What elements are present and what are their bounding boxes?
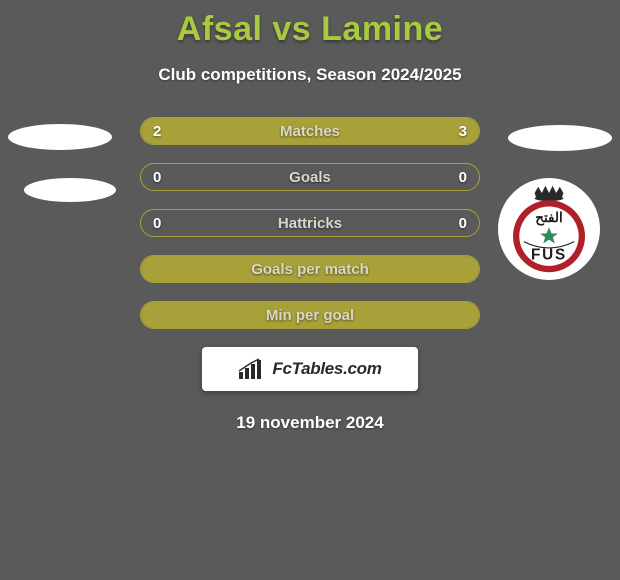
stat-value-right: 3: [459, 118, 467, 144]
stat-value-right: 0: [459, 164, 467, 190]
stat-label: Min per goal: [141, 302, 479, 328]
stat-value-right: 0: [459, 210, 467, 236]
stats-container: 2 Matches 3 0 Goals 0 0 Hattricks 0 Goal…: [0, 117, 620, 329]
branding-text: FcTables.com: [272, 359, 381, 379]
stat-row-gpm: Goals per match: [140, 255, 480, 283]
stat-row-matches: 2 Matches 3: [140, 117, 480, 145]
stat-row-hattricks: 0 Hattricks 0: [140, 209, 480, 237]
page-title: Afsal vs Lamine: [0, 0, 620, 49]
stat-row-goals: 0 Goals 0: [140, 163, 480, 191]
bars-icon: [238, 358, 266, 380]
branding-box: FcTables.com: [202, 347, 418, 391]
stat-label: Matches: [141, 118, 479, 144]
stat-row-mpg: Min per goal: [140, 301, 480, 329]
date-text: 19 november 2024: [0, 413, 620, 433]
subtitle: Club competitions, Season 2024/2025: [0, 65, 620, 85]
stat-label: Hattricks: [141, 210, 479, 236]
stat-label: Goals per match: [141, 256, 479, 282]
stat-label: Goals: [141, 164, 479, 190]
